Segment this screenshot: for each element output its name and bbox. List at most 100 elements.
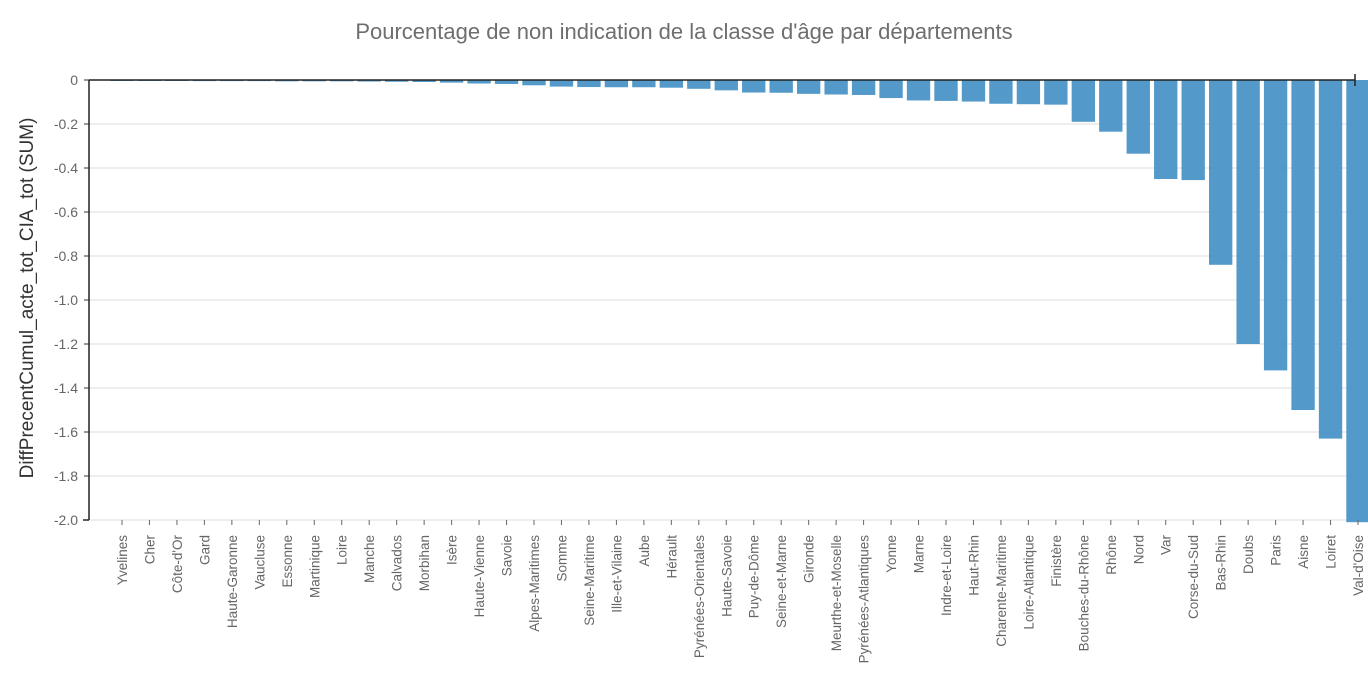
bar[interactable] [769,80,793,93]
bar[interactable] [796,80,821,94]
x-tick-label: Savoie [500,535,515,576]
x-tick-label: Nord [1131,535,1146,564]
bar[interactable] [687,80,711,89]
bar[interactable] [934,80,958,101]
bar[interactable] [439,80,464,83]
y-tick-label: 0 [70,72,78,88]
bar[interactable] [494,80,519,84]
bar[interactable] [577,80,601,88]
x-tick-label: Cher [142,535,157,565]
bar[interactable] [467,80,491,84]
bar[interactable] [1291,80,1315,410]
y-axis-title: DiffPrecentCumul_acte_tot_CIA_tot (SUM) [17,118,38,479]
y-tick-label: -1.4 [54,380,78,396]
y-tick-label: -0.4 [54,160,78,176]
bar[interactable] [879,80,903,99]
bar[interactable] [989,80,1013,104]
y-tick-label: -1.6 [54,424,78,440]
x-tick-label: Seine-Maritime [582,535,597,626]
x-tick-label: Yvelines [115,535,130,586]
bar[interactable] [1044,80,1068,105]
x-tick-label: Var [1159,535,1174,556]
x-tick-label: Morbihan [417,535,432,591]
x-tick-label: Loire-Atlantique [1021,535,1036,630]
bar[interactable] [1126,80,1150,154]
x-tick-label: Alpes-Maritimes [527,535,542,632]
x-tick-label: Seine-et-Marne [774,535,789,628]
y-tick-label: -0.2 [54,116,78,132]
x-tick-label: Vaucluse [252,535,267,590]
x-tick-label: Ille-et-Vilaine [609,535,624,613]
x-tick-label: Hérault [664,535,679,579]
x-tick-label: Rhône [1104,535,1119,575]
y-tick-labels: 0 -0.2 -0.4 -0.6 -0.8 -1.0 -1.2 -1.4 -1.6 -1.8 -2.… [54,72,78,528]
x-tick-label: Manche [362,535,377,583]
y-tick-label: -1.8 [54,468,78,484]
y-tick-label: -1.2 [54,336,78,352]
bar[interactable] [1236,80,1260,344]
x-tick-label: Côte-d'Or [170,534,185,593]
x-tick-label: Haute-Savoie [719,535,734,617]
x-tick-label: Aisne [1296,535,1311,569]
gridlines [89,79,1355,521]
bar[interactable] [906,80,931,101]
bar[interactable] [1071,80,1096,122]
x-tick-label: Martinique [307,535,322,598]
bar[interactable] [1154,80,1178,179]
y-tick-label: -0.6 [54,204,78,220]
bar[interactable] [1346,80,1368,523]
x-tick-label: Yonne [884,535,899,573]
x-tick-label: Finistère [1049,535,1064,587]
bar[interactable] [851,80,876,95]
bar[interactable] [384,80,409,82]
x-tick-label: Marne [912,535,927,573]
x-tick-label: Calvados [390,535,405,592]
bar[interactable] [412,80,436,82]
x-tick-label: Puy-de-Dôme [747,535,762,618]
x-tick-label: Paris [1269,535,1284,566]
x-tick-label: Essonne [280,535,295,588]
x-tick-label: Indre-et-Loire [939,535,954,616]
x-tick-label: Haute-Garonne [225,535,240,628]
bar[interactable] [714,80,738,91]
bar[interactable] [1016,80,1041,105]
bar[interactable] [1318,80,1343,439]
bars [110,80,1368,523]
y-tick-label: -0.8 [54,248,78,264]
x-tick-label: Somme [554,535,569,582]
bar[interactable] [1181,80,1205,181]
x-tick-label: Gard [197,535,212,565]
bar[interactable] [1263,80,1288,371]
x-tick-label: Charente-Maritime [994,535,1009,647]
x-tick-label: Pyrénées-Orientales [692,535,707,658]
x-tick-label: Loire [335,535,350,565]
bar[interactable] [604,80,629,88]
bar[interactable] [522,80,546,86]
x-tick-label: Meurthe-et-Moselle [829,535,844,651]
x-tick-label: Gironde [802,535,817,583]
x-tick-label: Haute-Vienne [472,535,487,617]
y-tick-label: -1.0 [54,292,78,308]
x-tick-label: Pyrénées-Atlantiques [857,535,872,664]
x-tick-label: Doubs [1241,535,1256,574]
x-tick-label: Aube [637,535,652,567]
bar[interactable] [824,80,848,95]
bar[interactable] [742,80,766,93]
x-tick-label: Val-d'Oise [1351,535,1366,596]
y-tick-label: -2.0 [54,512,78,528]
x-tick-label: Bouches-du-Rhône [1076,535,1091,651]
bar[interactable] [1208,80,1233,265]
bar[interactable] [549,80,574,87]
axes [83,74,1359,525]
x-tick-label: Haut-Rhin [966,535,981,596]
bar[interactable] [1099,80,1123,132]
x-tick-label: Loiret [1324,535,1339,569]
bar[interactable] [659,80,684,88]
x-tick-label: Isère [445,535,460,565]
bar[interactable] [357,80,381,82]
bar[interactable] [961,80,986,102]
bar[interactable] [632,80,656,88]
x-tick-label: Corse-du-Sud [1186,535,1201,619]
